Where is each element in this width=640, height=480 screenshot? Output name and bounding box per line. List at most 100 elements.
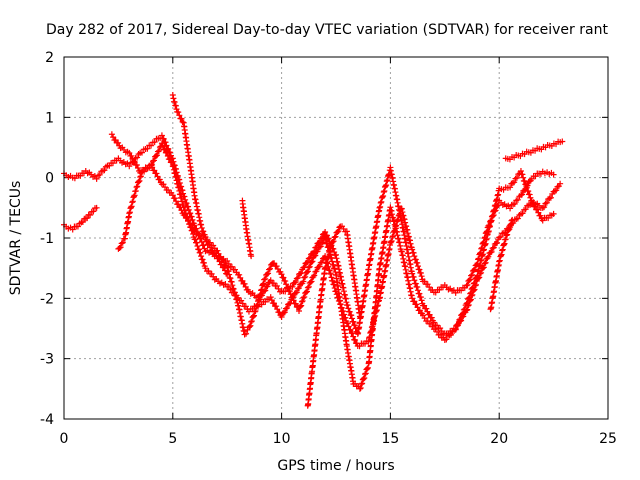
data-point — [522, 186, 529, 193]
data-point — [492, 240, 499, 247]
data-point — [329, 239, 336, 246]
data-point — [278, 271, 285, 278]
data-point — [489, 245, 496, 252]
data-point — [184, 214, 191, 221]
data-point — [298, 302, 305, 309]
y-tick-label: -4 — [40, 412, 54, 428]
data-point — [467, 276, 474, 283]
data-point — [182, 210, 189, 217]
plot-frame — [63, 56, 609, 420]
data-point — [158, 140, 165, 147]
data-point — [519, 191, 526, 198]
x-tick-label: 10 — [273, 431, 291, 447]
data-point — [411, 277, 418, 284]
data-point — [550, 210, 557, 217]
axis-ticks: 0 5 10 15 20 25 -4 -3 -2 -1 0 1 2 — [40, 50, 617, 447]
data-point — [528, 197, 535, 204]
data-point — [308, 278, 315, 285]
data-point — [311, 272, 318, 279]
data-point — [159, 143, 166, 150]
data-point — [381, 188, 388, 195]
data-point — [388, 237, 395, 244]
data-point — [308, 259, 315, 266]
data-point — [502, 236, 509, 243]
data-point — [314, 248, 321, 255]
data-point — [428, 314, 435, 321]
data-point — [270, 300, 277, 307]
data-point — [79, 219, 86, 226]
data-point — [200, 242, 207, 249]
data-point — [472, 282, 479, 289]
data-point — [409, 295, 416, 302]
data-point — [475, 255, 482, 262]
data-point — [156, 176, 163, 183]
data-point — [183, 200, 190, 207]
data-point — [213, 252, 220, 259]
data-point — [296, 308, 303, 314]
data-point — [267, 294, 274, 301]
data-point — [527, 201, 534, 208]
data-point — [263, 283, 270, 290]
data-point — [136, 177, 143, 184]
data-point — [315, 263, 322, 270]
data-point — [529, 200, 536, 207]
data-point — [459, 314, 466, 321]
data-point — [151, 157, 158, 164]
data-point — [465, 302, 472, 309]
data-point — [132, 187, 139, 194]
data-point — [87, 212, 94, 219]
data-point — [344, 320, 351, 327]
data-point — [477, 250, 483, 257]
data-point — [182, 196, 189, 203]
data-point — [280, 309, 287, 316]
series-track-g — [239, 197, 255, 260]
data-point — [488, 248, 495, 255]
data-point — [219, 256, 226, 263]
data-point — [203, 238, 210, 245]
data-point — [292, 300, 299, 307]
data-point — [297, 303, 304, 310]
data-point — [236, 271, 243, 278]
data-point — [148, 162, 155, 169]
data-point — [326, 267, 333, 274]
data-point — [228, 278, 235, 285]
data-point — [115, 139, 122, 146]
data-point — [223, 270, 230, 277]
data-point — [153, 152, 160, 159]
data-point — [293, 289, 300, 296]
data-point — [153, 170, 160, 177]
data-point — [328, 274, 335, 281]
data-point — [389, 233, 396, 240]
data-point — [475, 256, 482, 263]
data-point — [527, 194, 534, 201]
data-point — [414, 304, 421, 311]
data-point — [416, 307, 423, 314]
data-point — [169, 92, 176, 99]
data-point — [421, 302, 428, 309]
data-point — [464, 281, 471, 288]
data-point — [116, 245, 123, 252]
x-axis-label: GPS time / hours — [277, 458, 394, 474]
series-track-i — [502, 138, 566, 163]
data-point — [514, 196, 521, 203]
data-point — [289, 294, 296, 301]
data-point — [463, 282, 470, 289]
data-point — [553, 187, 560, 194]
data-point — [417, 270, 424, 276]
data-point — [364, 365, 371, 372]
data-point — [322, 233, 329, 240]
data-point — [487, 249, 494, 256]
data-point — [126, 163, 133, 170]
data-point — [486, 222, 493, 229]
data-point — [448, 331, 455, 338]
data-point — [175, 109, 182, 116]
data-point — [480, 264, 487, 271]
data-point — [278, 314, 285, 321]
data-point — [324, 240, 331, 247]
data-point — [190, 230, 197, 237]
data-point — [476, 274, 483, 281]
data-point — [467, 297, 474, 304]
data-point — [163, 149, 170, 156]
data-point — [409, 270, 416, 277]
